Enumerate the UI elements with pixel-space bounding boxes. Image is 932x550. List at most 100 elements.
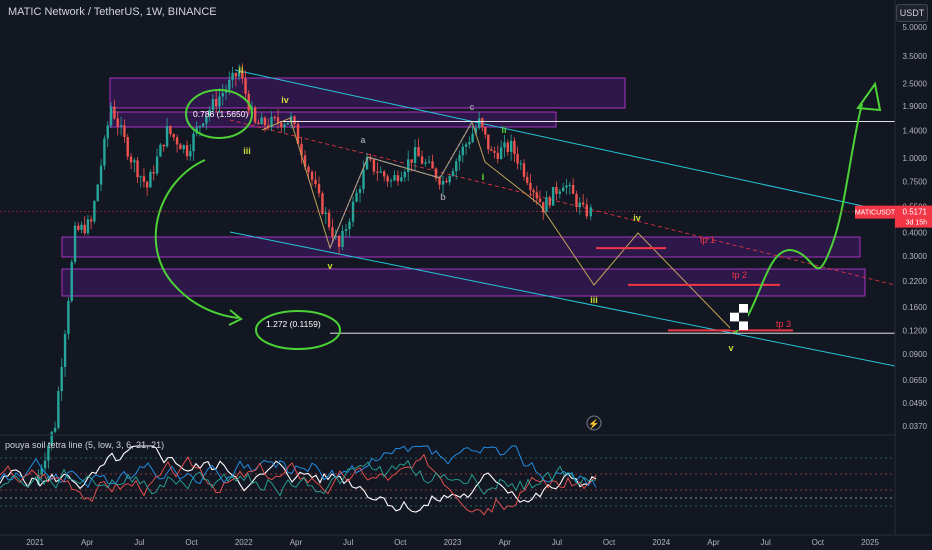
channel-upper-line xyxy=(234,69,896,214)
candle-body xyxy=(420,156,424,164)
candle-body xyxy=(585,204,589,217)
candle-body xyxy=(376,171,379,173)
wave-label: b xyxy=(440,192,446,202)
drawings: 0.786 (1.5650) 1.272 (0.1159) tp 1 tp 2 tp 3 xyxy=(0,81,895,350)
candle-body xyxy=(334,235,337,238)
symbol-tag-bg xyxy=(855,205,895,219)
candle-body xyxy=(53,427,57,432)
candle-body xyxy=(149,172,152,188)
candle-body xyxy=(461,146,464,156)
candle-body xyxy=(331,227,334,238)
candle-body xyxy=(169,125,172,135)
candle-body xyxy=(545,197,548,213)
candle-body xyxy=(386,176,389,182)
candle-body xyxy=(182,145,185,150)
channel-midline xyxy=(229,119,896,286)
candle-body xyxy=(47,445,50,461)
candle-body xyxy=(499,147,503,159)
y-tick-label: 1.9000 xyxy=(903,102,928,111)
y-tick-label: 0.3000 xyxy=(903,252,928,261)
candle-body xyxy=(341,230,344,247)
candle-body xyxy=(283,124,286,128)
candle-body xyxy=(568,184,572,186)
x-tick-label: 2024 xyxy=(652,538,670,547)
x-tick-label: Oct xyxy=(603,538,616,547)
candle-body xyxy=(575,193,578,207)
candle-body xyxy=(503,142,506,148)
candle-body xyxy=(448,176,451,183)
candle-body xyxy=(179,144,182,150)
candle-body xyxy=(365,157,369,170)
descending-channel xyxy=(229,69,896,367)
candle-body xyxy=(60,366,63,392)
channel-lower-line xyxy=(229,231,896,367)
candle-body xyxy=(80,224,83,230)
candle-body xyxy=(310,171,314,180)
symbol-tag-text: MATICUSDT xyxy=(855,210,896,217)
candle-body xyxy=(362,169,365,190)
candle-body xyxy=(142,176,146,182)
wave-label: i xyxy=(482,172,485,182)
wave-label: c xyxy=(469,102,474,112)
candle-body xyxy=(109,106,113,126)
candle-body xyxy=(403,172,406,178)
candle-body xyxy=(314,179,317,185)
candle-body xyxy=(155,156,159,174)
candle-body xyxy=(458,155,461,162)
candle-body xyxy=(231,72,234,80)
wave-label: iii xyxy=(590,295,598,305)
price-tag-countdown: 3d 15h xyxy=(906,220,928,227)
chart-title: MATIC Network / TetherUS, 1W, BINANCE xyxy=(8,6,217,18)
candle-body xyxy=(538,198,542,203)
candle-body xyxy=(324,212,327,214)
candle-body xyxy=(103,138,106,166)
finish-flag-square xyxy=(739,312,748,322)
candle-body xyxy=(355,192,358,202)
candle-body xyxy=(561,187,565,192)
candle-body xyxy=(237,70,241,77)
y-tick-label: 2.5000 xyxy=(903,80,928,89)
projection-arrowhead xyxy=(856,81,882,112)
candle-body xyxy=(532,190,535,193)
candle-body xyxy=(244,78,247,94)
candle-body xyxy=(276,117,280,123)
candle-body xyxy=(542,202,545,213)
wave-label: ii xyxy=(238,65,243,75)
y-tick-label: 0.2200 xyxy=(903,277,928,286)
candle-body xyxy=(358,189,362,193)
candle-body xyxy=(40,468,43,475)
candle-body xyxy=(509,140,513,152)
candle-body xyxy=(286,122,290,125)
candle-body xyxy=(481,118,484,128)
candle-body xyxy=(400,177,403,182)
candle-body xyxy=(152,172,155,174)
candle-body xyxy=(145,181,149,188)
candle-body xyxy=(185,145,189,157)
candle-body xyxy=(43,460,47,469)
y-tick-label: 0.0900 xyxy=(903,350,928,359)
demand-zone xyxy=(61,268,866,297)
lightning-icon-glyph: ⚡ xyxy=(588,418,599,430)
candle-body xyxy=(73,225,77,262)
candle-body xyxy=(189,151,192,157)
candle-body xyxy=(129,156,133,163)
candle-body xyxy=(445,180,448,183)
candle-body xyxy=(581,202,585,205)
candle-body xyxy=(389,180,393,182)
candle-body xyxy=(589,207,593,217)
target-label-3: tp 3 xyxy=(776,319,791,329)
highlight-circle-top xyxy=(185,89,253,139)
candle-body xyxy=(431,161,434,169)
candle-body xyxy=(273,116,276,118)
currency-button[interactable]: USDT xyxy=(896,4,928,22)
candle-body xyxy=(372,159,376,172)
x-tick-label: Apr xyxy=(81,538,94,547)
candle-body xyxy=(221,92,224,97)
candle-body xyxy=(379,171,382,173)
candle-body xyxy=(67,300,70,334)
lightning-icon xyxy=(586,415,602,431)
candle-body xyxy=(293,116,296,125)
candle-body xyxy=(195,127,198,134)
